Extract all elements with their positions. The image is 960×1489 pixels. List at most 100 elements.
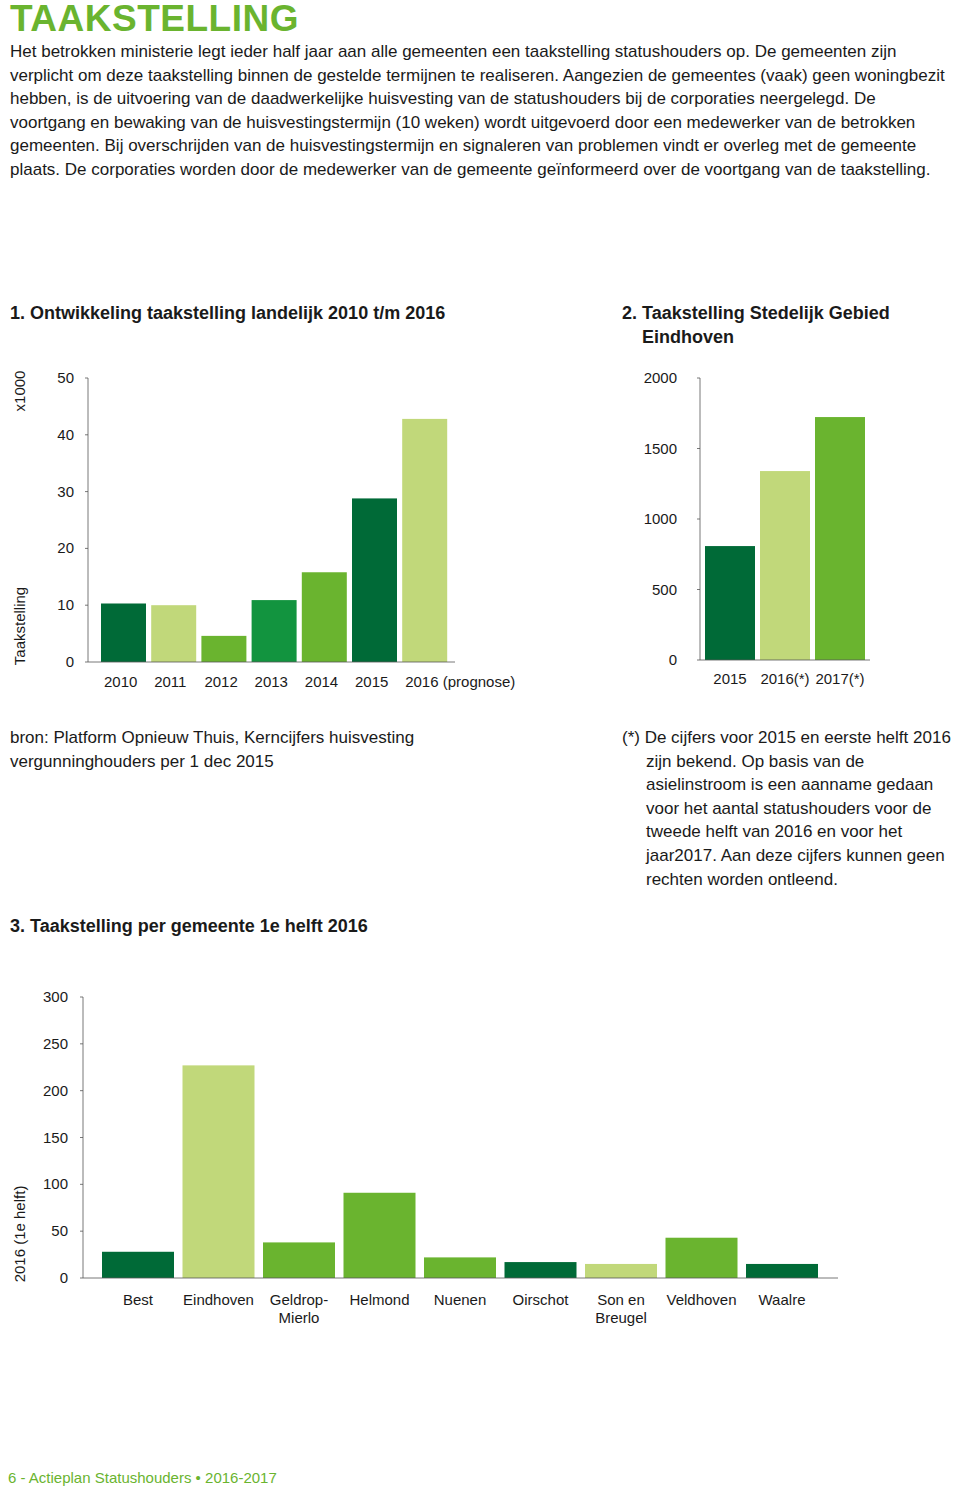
y-tick [697,519,700,520]
y-tick [697,589,700,590]
bar [746,1264,818,1278]
page-title: TAAKSTELLING [10,0,299,40]
x-tick-label: Son enBreugel [595,1291,647,1326]
bar [252,600,297,662]
y-tick [80,997,83,998]
x-tick-label: Nuenen [434,1291,487,1308]
bar [183,1065,255,1278]
y-tick-label: 20 [57,539,74,556]
y-tick-label: 0 [60,1269,68,1286]
x-tick-label: 2015 [713,670,746,687]
x-tick-label: Eindhoven [183,1291,254,1308]
footnote: (*) De cijfers voor 2015 en eerste helft… [622,726,960,891]
source-note: bron: Platform Opnieuw Thuis, Kerncijfer… [10,726,500,773]
y-tick-label: 10 [57,596,74,613]
y-axis [88,378,89,662]
bar [705,546,755,660]
y-tick [80,1231,83,1232]
y-tick [85,434,88,435]
y-tick [80,1043,83,1044]
y-axis-label: 2016 (1e helft) [11,1186,28,1283]
y-tick [85,605,88,606]
bar [263,1242,335,1278]
chart-title: 1. Ontwikkeling taakstelling landelijk 2… [10,302,570,326]
bars [705,417,865,660]
y-tick-label: 50 [57,369,74,386]
x-axis [88,662,455,663]
bar [815,417,865,660]
y-tick-label: 30 [57,483,74,500]
x-tick-label: 2016 (prognose) [405,673,515,690]
label-line: Breugel [595,1309,647,1326]
x-tick-label: Best [123,1291,154,1308]
chart-2: 0 500 1000 1500 2000 2015 2016(*) 2017(*) [644,369,870,687]
bar [760,471,810,660]
x-tick-label: Helmond [349,1291,409,1308]
y-tick [80,1137,83,1138]
y-tick-label: 1500 [644,440,677,457]
bars [102,1065,818,1278]
y-tick-label: 40 [57,426,74,443]
y-tick [697,378,700,379]
chart-3: 050100150200250300BestEindhovenGeldrop-M… [11,988,838,1326]
label-line: Son en [597,1291,645,1308]
x-tick-label: 2010 [104,673,137,690]
y-tick-label: 250 [43,1035,68,1052]
x-tick-label: 2011 [154,673,186,690]
y-tick-label: 50 [51,1222,68,1239]
bar [505,1262,577,1278]
bar [101,603,146,662]
y-tick-label: 200 [43,1082,68,1099]
label-line: Mierlo [279,1309,320,1326]
x-axis [700,660,870,661]
y-tick-label: 0 [66,653,74,670]
chart-title: 3. Taakstelling per gemeente 1e helft 20… [10,915,570,939]
bar [424,1257,496,1278]
y-axis [83,997,84,1278]
bar [102,1252,174,1278]
y-axis [700,378,701,660]
y-tick-label: 500 [652,581,677,598]
bar [585,1264,657,1278]
x-tick-label: Waalre [759,1291,806,1308]
y-tick [85,662,88,663]
y-tick [85,548,88,549]
bar [344,1193,416,1278]
y-tick-label: 300 [43,988,68,1005]
x-tick-label: 2015 [355,673,388,690]
bars [101,419,447,662]
x-tick-label: 2016(*) [760,670,809,687]
label-line: Geldrop- [270,1291,328,1308]
x-tick-label: 2012 [204,673,237,690]
y-tick-label: 1000 [644,510,677,527]
y-tick-label: 2000 [644,369,677,386]
y-tick-label: 0 [669,651,677,668]
y-tick-label: 150 [43,1129,68,1146]
chart-1: 0 10 20 30 40 50 2010 2011 2012 2013 2014 2015 2016 … [11,369,515,690]
bar [201,636,246,662]
x-tick-label: Oirschot [513,1291,570,1308]
y-tick [80,1278,83,1279]
y-tick [697,448,700,449]
y-axis-label: Taakstelling [11,587,28,665]
intro-text: Het betrokken ministerie legt ieder half… [10,40,955,182]
y-tick [85,378,88,379]
unit-annotation: x1000 [11,371,28,412]
x-tick-label: 2013 [255,673,288,690]
x-tick-label: 2014 [305,673,338,690]
y-tick [80,1090,83,1091]
x-tick-label: 2017(*) [815,670,864,687]
x-axis [83,1278,838,1279]
bar [302,572,347,662]
bar [151,605,196,662]
bar [352,498,397,662]
x-tick-label: Geldrop-Mierlo [270,1291,328,1326]
charts-canvas: 0 10 20 30 40 50 2010 2011 2012 2013 2014 2015 2016 … [0,0,960,1489]
chart-title: 2. Taakstelling Stedelijk Gebied Eindhov… [622,302,942,349]
y-tick [697,660,700,661]
bar [402,419,447,662]
page-footer: 6 - Actieplan Statushouders • 2016-2017 [8,1469,277,1486]
bar [666,1238,738,1278]
x-tick-label: Veldhoven [666,1291,736,1308]
y-tick [80,1184,83,1185]
